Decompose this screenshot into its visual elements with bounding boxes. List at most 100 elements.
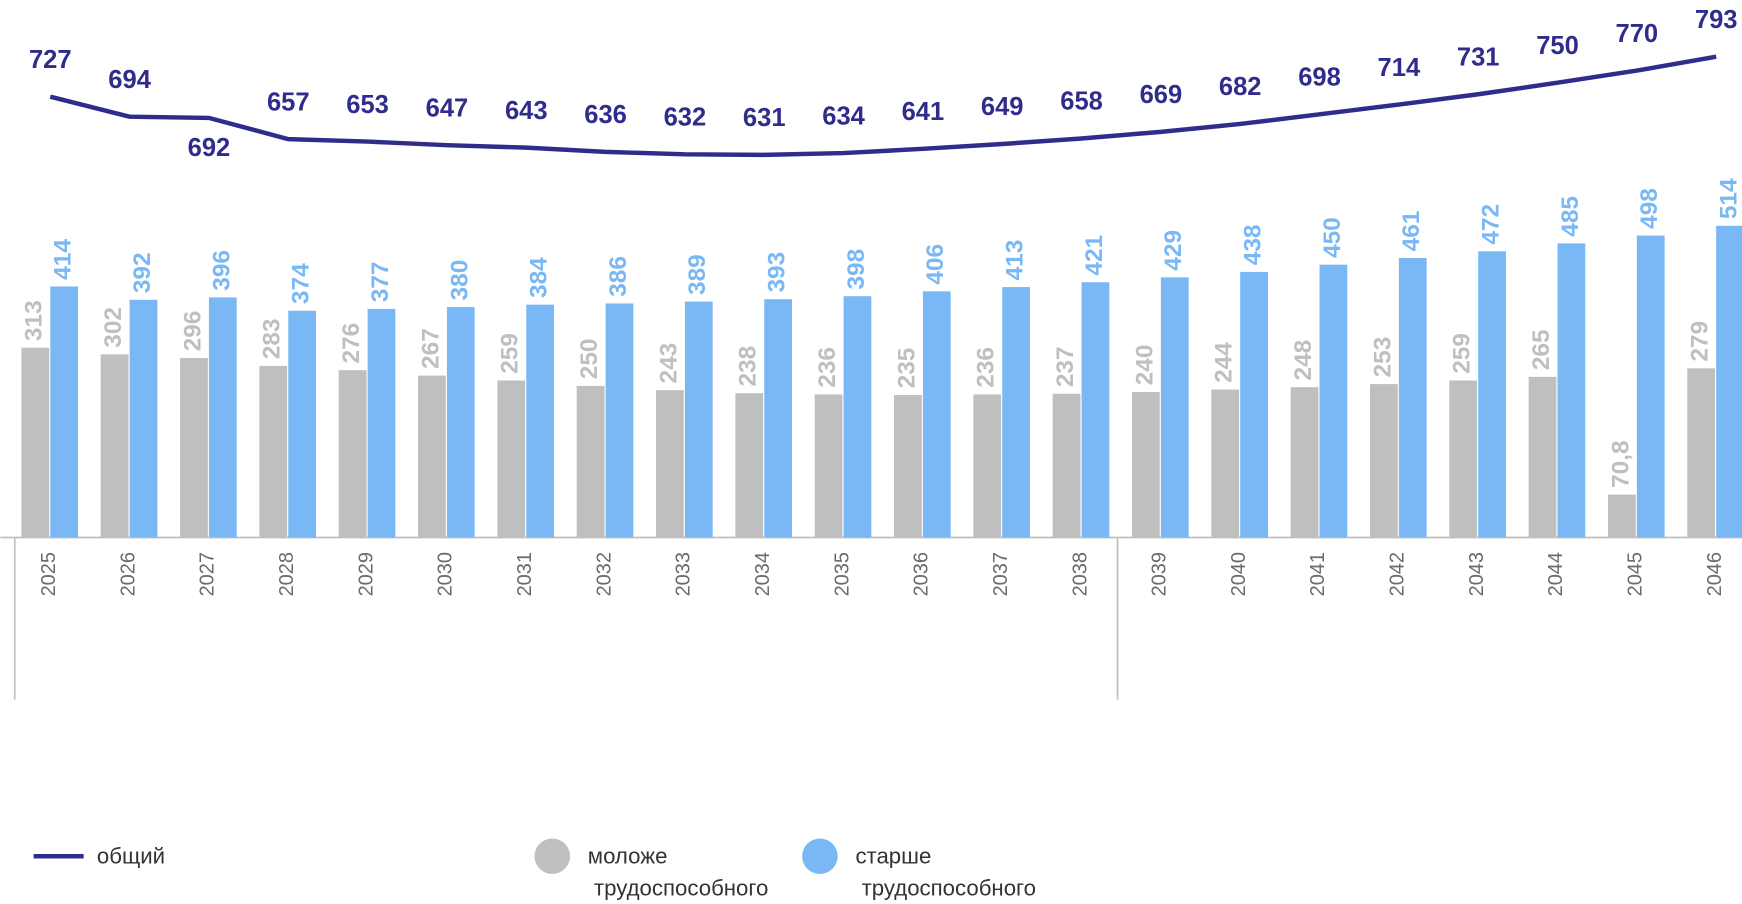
- bar: [1002, 287, 1030, 538]
- x-tick-label: 2038: [1069, 552, 1091, 596]
- bar: [1528, 376, 1557, 538]
- data-label: 296: [179, 311, 206, 352]
- x-tick-label: 2042: [1387, 552, 1409, 596]
- x-tick-label: 2035: [831, 552, 853, 596]
- x-tick-label: 2027: [197, 552, 219, 596]
- data-label: 389: [684, 254, 711, 295]
- bar: [1290, 387, 1319, 538]
- data-label: 70,8: [1607, 440, 1634, 488]
- x-tick-label: 2032: [593, 552, 615, 596]
- x-tick-label: 2040: [1228, 552, 1250, 596]
- data-label: 636: [584, 101, 627, 129]
- bar: [526, 304, 555, 538]
- bar: [764, 299, 793, 538]
- data-label: 472: [1478, 204, 1505, 245]
- data-label: 238: [735, 346, 762, 387]
- bar: [843, 296, 872, 538]
- x-tick-label: 2041: [1307, 552, 1329, 596]
- data-label: 313: [21, 300, 48, 341]
- data-label: 276: [338, 323, 365, 364]
- bar: [922, 291, 951, 538]
- x-tick-label: 2028: [276, 552, 298, 596]
- data-label: 374: [288, 263, 315, 304]
- data-label: 377: [367, 261, 394, 302]
- legend-swatch: [534, 838, 571, 875]
- data-label: 253: [1369, 337, 1396, 378]
- x-tick-label: 2039: [1149, 552, 1171, 596]
- data-label: 240: [1131, 345, 1158, 386]
- data-label: 236: [814, 347, 841, 388]
- line: [49, 54, 1717, 158]
- data-label: 632: [664, 104, 707, 132]
- bar: [180, 358, 208, 538]
- x-tick-label: 2037: [990, 552, 1012, 596]
- data-label: 259: [497, 333, 524, 374]
- bar: [576, 385, 605, 538]
- x-tick-label: 2043: [1466, 552, 1488, 596]
- bar: [1160, 277, 1189, 538]
- data-label: 698: [1298, 63, 1341, 91]
- data-label: 235: [893, 348, 920, 389]
- data-label: 302: [100, 307, 127, 348]
- data-label: 250: [576, 339, 603, 380]
- bar: [1132, 391, 1160, 538]
- data-label: 384: [526, 257, 553, 298]
- data-label: 398: [843, 249, 870, 290]
- data-label: 731: [1457, 43, 1500, 71]
- legend-swatch: [802, 838, 838, 875]
- bar: [973, 394, 1002, 538]
- data-label: 692: [188, 134, 231, 162]
- bar: [50, 286, 79, 538]
- x-tick-label: 2031: [514, 552, 536, 596]
- data-label: 669: [1140, 81, 1183, 109]
- bar: [497, 380, 526, 538]
- bar: [894, 395, 922, 538]
- bar: [1240, 271, 1268, 538]
- x-tick-label: 2045: [1625, 552, 1647, 596]
- data-label: 793: [1695, 6, 1738, 34]
- bar: [367, 308, 396, 538]
- data-label: 657: [267, 88, 310, 116]
- data-label: 396: [208, 250, 235, 291]
- data-label: 714: [1378, 54, 1421, 82]
- data-label: 682: [1219, 73, 1262, 101]
- bar: [259, 365, 288, 538]
- bar: [418, 375, 446, 538]
- bar: [1607, 494, 1636, 538]
- data-label: 634: [822, 102, 865, 130]
- data-label: 248: [1290, 340, 1317, 381]
- data-label: 694: [108, 66, 151, 94]
- data-label: 283: [259, 318, 286, 359]
- x-tick-label: 2033: [673, 552, 695, 596]
- x-tick-label: 2044: [1545, 552, 1567, 596]
- data-label: 267: [417, 328, 444, 369]
- data-label: 770: [1616, 20, 1659, 48]
- data-label: 380: [446, 260, 473, 301]
- bar: [1687, 368, 1716, 538]
- bar: [656, 390, 684, 538]
- data-label: 414: [50, 239, 77, 280]
- data-label: 392: [129, 252, 156, 293]
- data-label: 236: [973, 347, 1000, 388]
- data-label: 406: [922, 244, 949, 285]
- data-label: 438: [1240, 225, 1267, 266]
- bar: [605, 303, 634, 538]
- data-label: 631: [743, 104, 786, 132]
- bar: [1478, 251, 1506, 538]
- x-tick-label: 2030: [435, 552, 457, 596]
- data-label: 279: [1687, 321, 1714, 362]
- bar: [1319, 264, 1348, 538]
- bar: [1081, 282, 1110, 538]
- data-label: 498: [1636, 188, 1663, 229]
- data-label: 641: [902, 98, 945, 126]
- data-label: 647: [426, 94, 469, 122]
- bar: [21, 347, 50, 538]
- data-label: 649: [981, 93, 1024, 121]
- bar: [684, 301, 713, 538]
- bar: [735, 393, 764, 538]
- bar: [100, 354, 129, 538]
- data-label: 461: [1398, 211, 1425, 252]
- data-label: 750: [1536, 32, 1579, 60]
- legend-label: моложе трудоспособного: [588, 843, 769, 900]
- data-label: 421: [1081, 235, 1108, 276]
